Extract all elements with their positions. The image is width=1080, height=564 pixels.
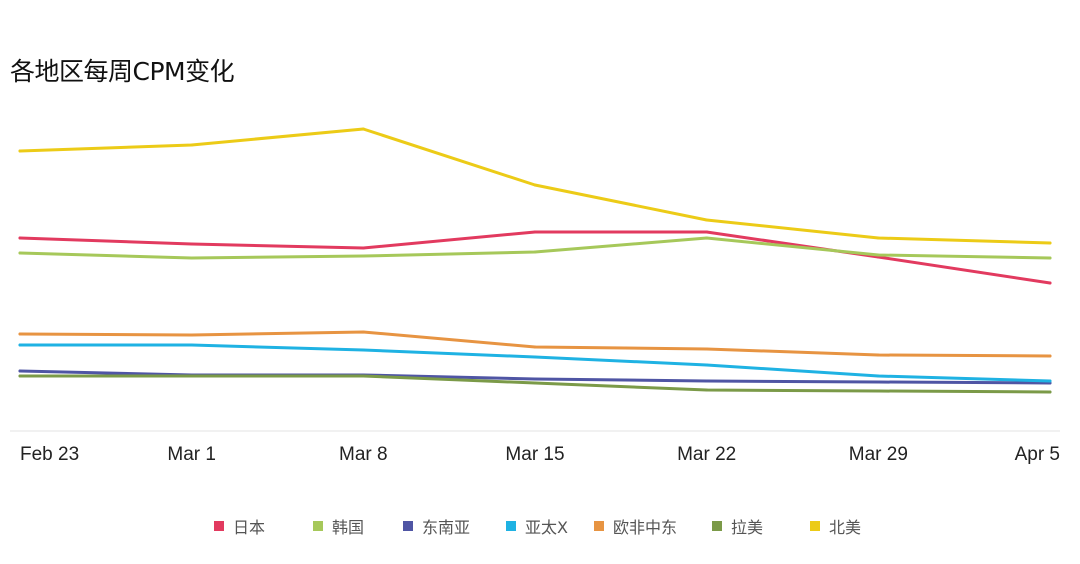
legend-label: 拉美: [731, 518, 764, 537]
x-tick-label: Mar 8: [339, 444, 388, 465]
data-point: [190, 333, 194, 337]
data-point: [533, 250, 537, 254]
data-point: [18, 369, 22, 373]
legend-label: 日本: [233, 518, 266, 537]
line-chart: Feb 23 Mar 1 Mar 8 Mar 15 Mar 22 Mar 29 Apr 5: [10, 127, 1060, 465]
series-line-2[interactable]: [18, 236, 1052, 260]
data-point: [361, 374, 365, 378]
x-tick-label: Apr 5: [1015, 444, 1060, 465]
chart-title: 各地区每周CPM变化: [10, 57, 235, 86]
data-point: [876, 374, 880, 378]
legend-swatch: [313, 521, 323, 531]
data-point: [533, 355, 537, 359]
legend-label: 东南亚: [422, 518, 471, 537]
legend-label: 北美: [829, 518, 862, 537]
data-point: [361, 246, 365, 250]
data-point: [705, 388, 709, 392]
legend-item[interactable]: 东南亚: [403, 514, 470, 538]
legend-swatch: [403, 521, 413, 531]
data-point: [876, 236, 880, 240]
legend-swatch: [594, 521, 604, 531]
data-point: [533, 183, 537, 187]
x-tick-label: Feb 23: [20, 444, 79, 465]
legend-item[interactable]: 拉美: [712, 514, 763, 538]
series-5: [18, 330, 1052, 358]
x-tick-labels: Feb 23 Mar 1 Mar 8 Mar 15 Mar 22 Mar 29 Apr 5: [20, 444, 1060, 465]
data-point: [705, 236, 709, 240]
legend-item[interactable]: 韩国: [313, 514, 364, 538]
data-point: [190, 143, 194, 147]
data-point: [876, 353, 880, 357]
legend-swatch: [810, 521, 820, 531]
legend-label: 欧非中东: [613, 518, 678, 537]
legend-swatch: [506, 521, 516, 531]
data-point: [361, 127, 365, 131]
data-point: [18, 236, 22, 240]
data-point: [190, 242, 194, 246]
data-point: [18, 343, 22, 347]
legend-swatch: [214, 521, 224, 531]
legend-item[interactable]: 北美: [810, 514, 861, 538]
data-point: [705, 347, 709, 351]
series-2: [18, 236, 1052, 260]
data-point: [705, 363, 709, 367]
data-point: [190, 343, 194, 347]
series-6: [18, 374, 1052, 394]
data-point: [705, 218, 709, 222]
data-point: [18, 332, 22, 336]
data-point: [190, 256, 194, 260]
legend-swatch: [712, 521, 722, 531]
legend-item[interactable]: 欧非中东: [594, 514, 677, 538]
data-point: [1048, 354, 1052, 358]
legend-item[interactable]: 亚太X: [506, 514, 568, 538]
legend: 日本 韩国 东南亚 亚太X 欧非中东 拉美 北美: [0, 514, 1080, 542]
data-point: [361, 330, 365, 334]
x-tick-label: Mar 1: [167, 444, 216, 465]
data-point: [876, 253, 880, 257]
data-point: [190, 374, 194, 378]
legend-label: 亚太X: [525, 518, 568, 537]
series-4: [18, 343, 1052, 383]
data-point: [705, 379, 709, 383]
data-point: [533, 345, 537, 349]
data-point: [18, 374, 22, 378]
x-tick-label: Mar 29: [849, 444, 908, 465]
legend-item[interactable]: 日本: [214, 514, 265, 538]
data-point: [533, 377, 537, 381]
data-point: [361, 348, 365, 352]
data-point: [18, 149, 22, 153]
legend-label: 韩国: [332, 518, 365, 537]
series-group: [18, 127, 1052, 394]
x-tick-label: Mar 22: [677, 444, 736, 465]
data-point: [876, 389, 880, 393]
data-point: [361, 254, 365, 258]
data-point: [18, 251, 22, 255]
data-point: [1048, 241, 1052, 245]
data-point: [1048, 281, 1052, 285]
data-point: [533, 381, 537, 385]
series-7: [18, 127, 1052, 245]
data-point: [1048, 379, 1052, 383]
data-point: [876, 380, 880, 384]
x-tick-label: Mar 15: [505, 444, 564, 465]
data-point: [1048, 390, 1052, 394]
data-point: [1048, 256, 1052, 260]
data-point: [533, 230, 537, 234]
data-point: [705, 230, 709, 234]
